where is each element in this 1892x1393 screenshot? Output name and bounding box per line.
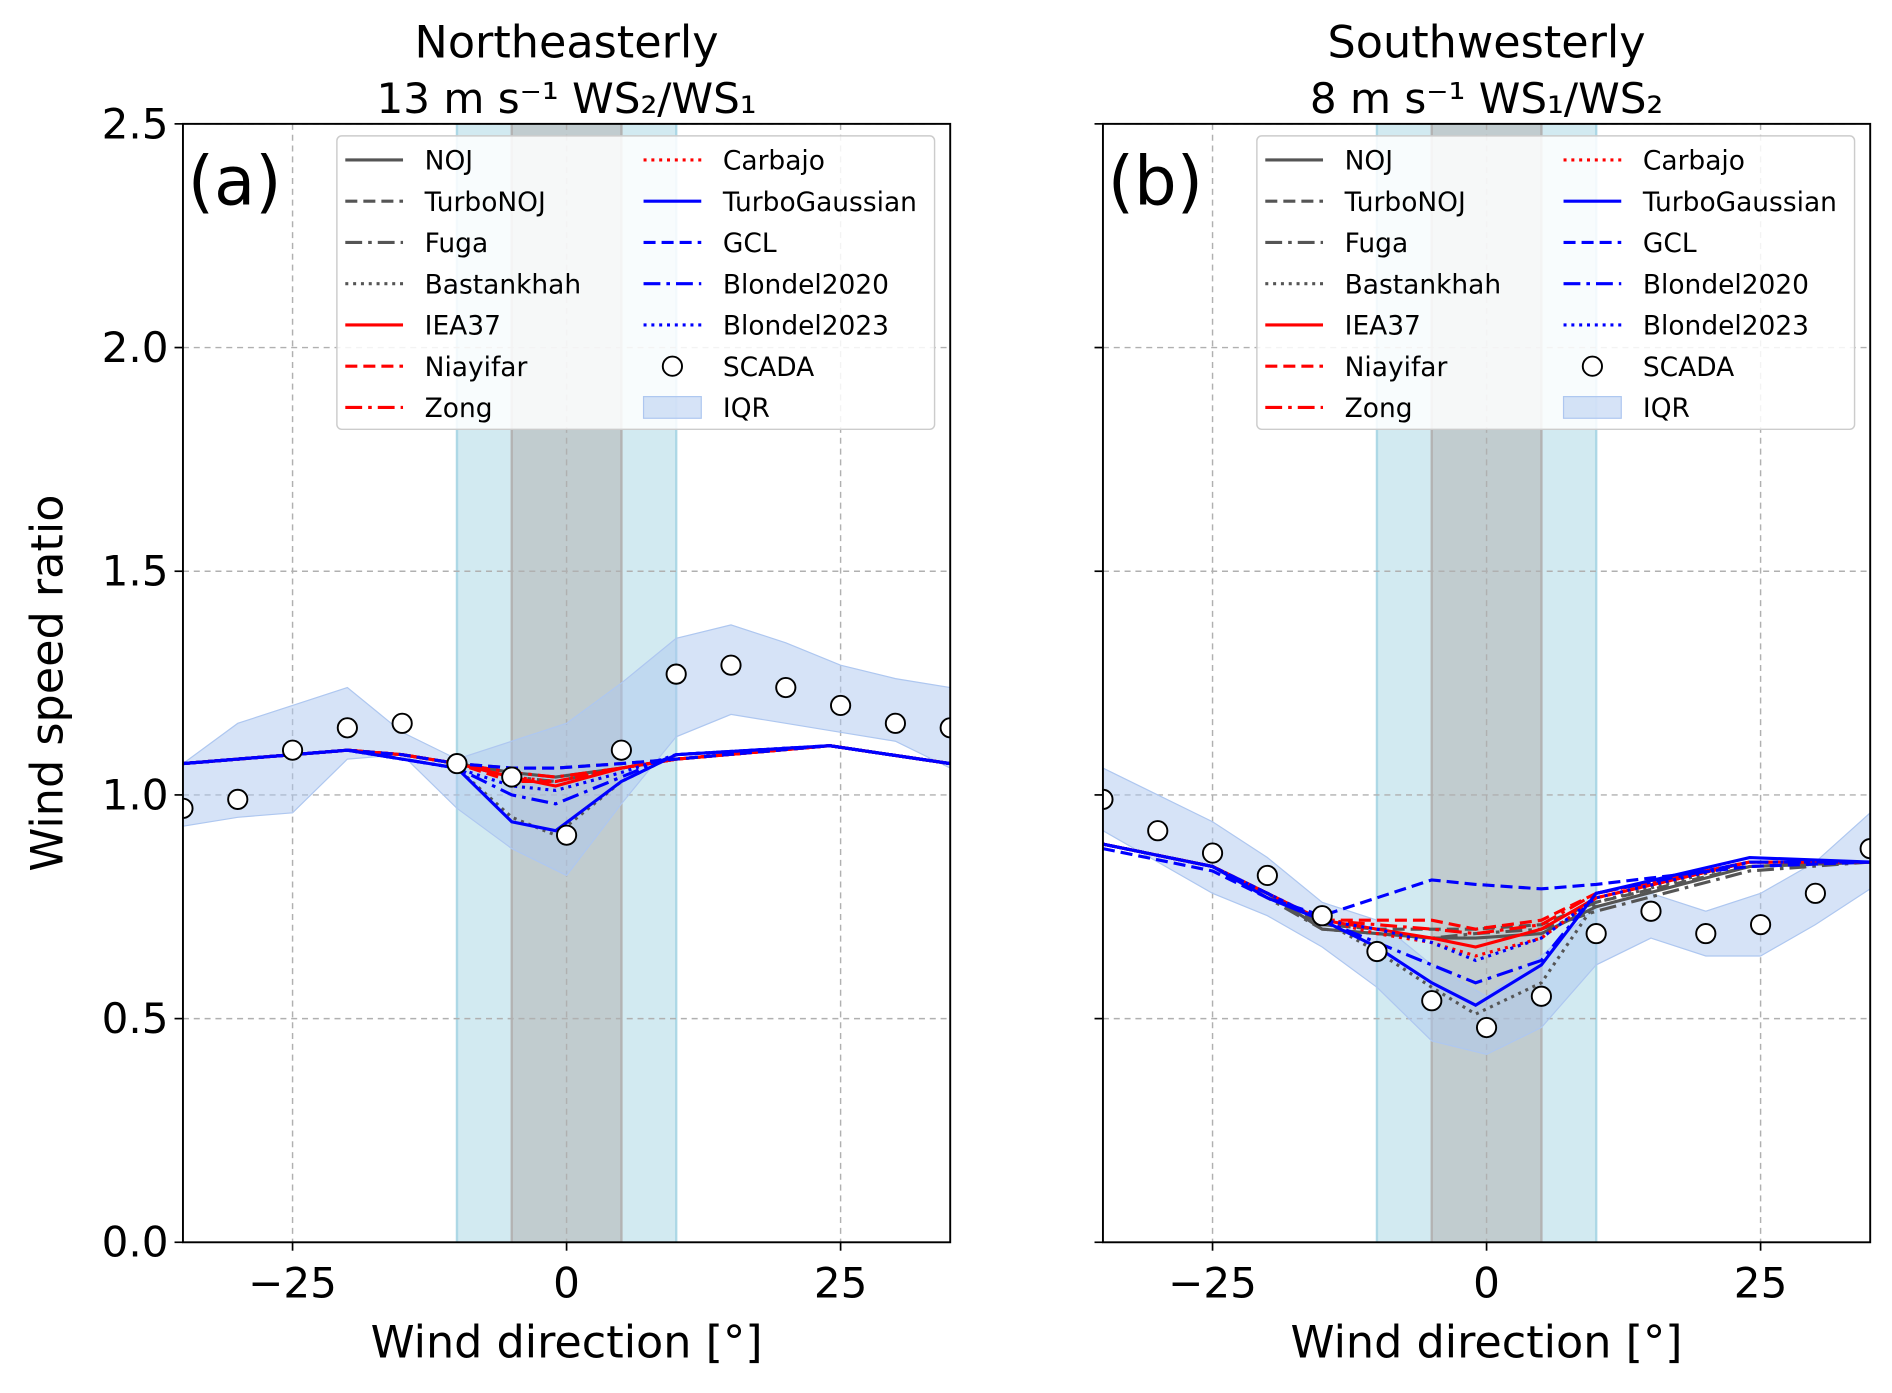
chart-title: Northeasterly	[415, 18, 719, 69]
x-axis-label: Wind direction [°]	[1291, 1318, 1683, 1369]
legend-label: Carbajo	[1643, 146, 1745, 177]
model-line	[1102, 847, 1871, 918]
scada-point	[336, 717, 358, 739]
scada-point	[1475, 1016, 1498, 1039]
legend-label: Bastankhah	[1345, 269, 1501, 300]
scada-point	[1201, 842, 1224, 864]
legend-marker	[642, 396, 702, 419]
legend-label: TurboGaussian	[722, 187, 917, 218]
scada-point	[1311, 905, 1333, 927]
y-tick-label: 2.5	[102, 99, 169, 148]
scada-point	[182, 797, 194, 819]
x-tick-label: −25	[1168, 1259, 1257, 1308]
chart-subtitle: 8 m s⁻¹ WS₁/WS₂	[1310, 74, 1663, 123]
y-axis-label: Wind speed ratio	[23, 495, 74, 872]
scada-point	[446, 753, 468, 775]
x-axis-label: Wind direction [°]	[371, 1318, 763, 1369]
scada-point	[1102, 788, 1114, 810]
legend-label: Zong	[425, 393, 493, 424]
legend-label: Zong	[1345, 393, 1413, 424]
model-line	[1102, 842, 1871, 985]
legend-marker	[1562, 396, 1622, 419]
legend-label: Niayifar	[425, 352, 528, 383]
scada-point	[1640, 900, 1662, 922]
scada-point	[1695, 923, 1717, 945]
legend-label: TurboNOJ	[1344, 187, 1466, 218]
legend-marker	[661, 355, 683, 377]
y-tick-label: 2.0	[102, 323, 169, 372]
x-tick-label: 25	[814, 1259, 868, 1308]
legend-label: GCL	[723, 228, 777, 259]
scada-point	[391, 712, 413, 734]
scada-point	[281, 739, 304, 761]
scada-point	[1256, 864, 1278, 887]
scada-point	[1366, 940, 1388, 963]
scada-point	[1859, 838, 1871, 860]
legend-label: Blondel2020	[1643, 269, 1809, 300]
chart-subtitle: 13 m s⁻¹ WS₂/WS₁	[376, 74, 756, 123]
legend-label: Blondel2020	[723, 269, 889, 300]
y-tick-label: 1.0	[102, 770, 169, 819]
legend-box	[336, 135, 936, 431]
scada-point	[1147, 820, 1169, 842]
scada-point	[1530, 985, 1552, 1007]
legend-label: SCADA	[1643, 352, 1734, 383]
panel-label: (b)	[1108, 141, 1203, 220]
x-tick-label: −25	[248, 1259, 337, 1308]
scada-point	[939, 717, 951, 739]
y-tick-label: 0.0	[102, 1218, 169, 1267]
legend-label: SCADA	[723, 352, 814, 383]
legend-label: IQR	[1643, 393, 1690, 424]
legend-label: Carbajo	[723, 146, 825, 177]
scada-point	[884, 712, 906, 734]
scada-point	[1421, 990, 1443, 1012]
legend-label: Blondel2023	[1643, 311, 1809, 342]
scada-point	[1750, 914, 1772, 936]
scada-point	[830, 694, 852, 717]
y-tick-label: 0.5	[102, 994, 169, 1043]
legend-label: NOJ	[1345, 146, 1393, 177]
model-line	[1102, 842, 1871, 1016]
legend-label: TurboGaussian	[1642, 187, 1837, 218]
y-tick-label: 1.5	[102, 547, 169, 596]
scada-point	[227, 788, 249, 810]
scada-point	[775, 676, 797, 699]
x-tick-label: 0	[553, 1259, 580, 1308]
scada-point	[720, 654, 742, 676]
scada-point	[610, 739, 632, 761]
legend-label: Bastankhah	[425, 269, 581, 300]
legend-label: GCL	[1643, 228, 1697, 259]
chart-title: Southwesterly	[1328, 18, 1646, 69]
legend-label: IQR	[723, 393, 770, 424]
model-line	[182, 744, 951, 806]
scada-point	[665, 663, 687, 685]
legend-label: Fuga	[1345, 228, 1409, 259]
scada-point	[501, 766, 523, 788]
panel-label: (a)	[188, 141, 282, 220]
legend-label: IEA37	[425, 311, 501, 342]
scada-point	[555, 824, 578, 846]
legend-marker	[1581, 355, 1603, 377]
legend-label: Niayifar	[1345, 352, 1448, 383]
legend-label: Fuga	[425, 228, 489, 259]
scada-point	[1585, 923, 1607, 945]
legend-box	[1256, 135, 1856, 431]
x-tick-label: 25	[1734, 1259, 1788, 1308]
model-line	[1102, 842, 1871, 963]
legend-label: Blondel2023	[723, 311, 889, 342]
legend-label: IEA37	[1345, 311, 1421, 342]
legend-label: TurboNOJ	[424, 187, 546, 218]
x-tick-label: 0	[1473, 1259, 1500, 1308]
scada-point	[1804, 882, 1826, 904]
legend-label: NOJ	[425, 146, 473, 177]
